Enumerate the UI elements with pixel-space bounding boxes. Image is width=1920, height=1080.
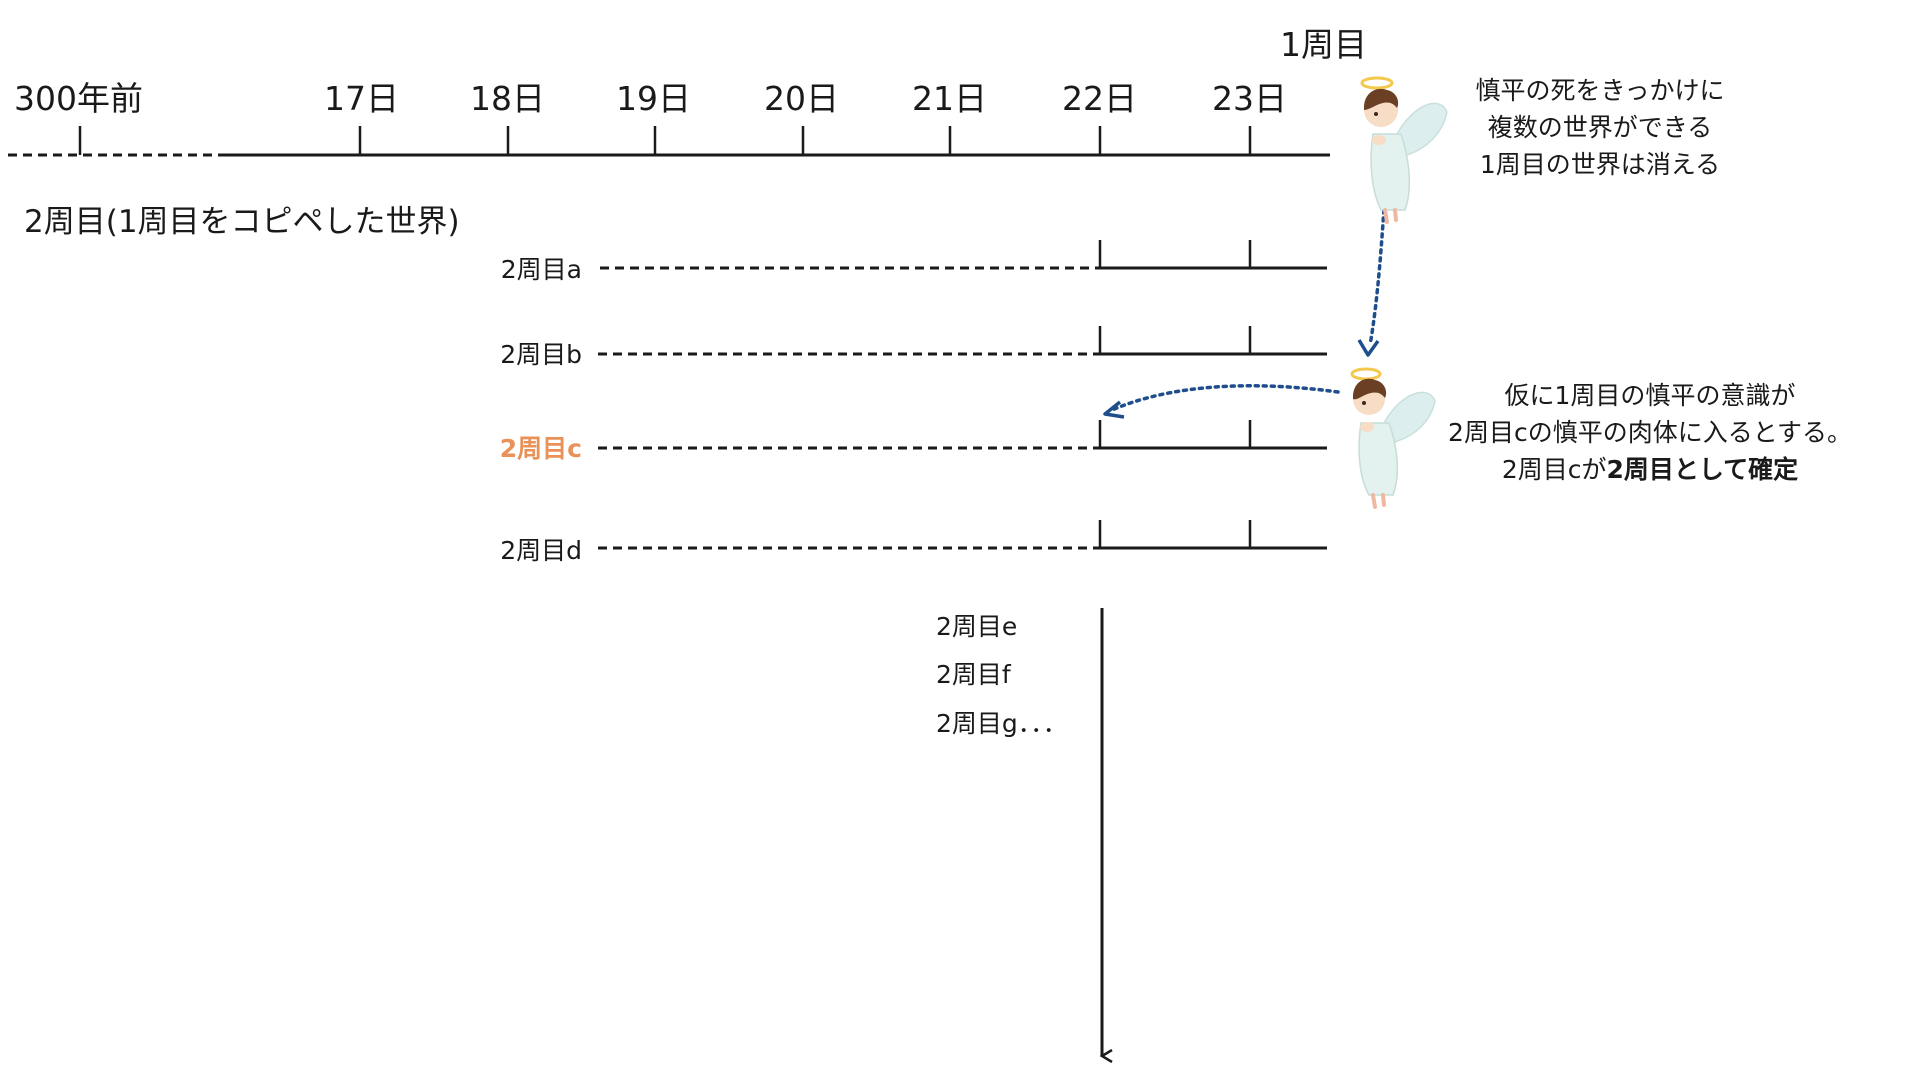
- note-bottom-line3: 2周目cが2周目として確定: [1420, 451, 1880, 488]
- timeline-label-17: 17日: [324, 79, 399, 118]
- note-bottom-line3-bold: 2周目として確定: [1606, 455, 1799, 484]
- note-top-line: 1周目の世界は消える: [1479, 150, 1721, 179]
- note-top-line: 慎平の死をきっかけに: [1475, 76, 1725, 105]
- timeline-label-20: 20日: [764, 79, 839, 118]
- main-timeline: [8, 126, 1330, 157]
- note-top: 慎平の死をきっかけに 複数の世界ができる 1周目の世界は消える: [1440, 72, 1760, 183]
- branch-label-b: 2周目b: [500, 340, 582, 369]
- lap1-label: 1周目: [1280, 25, 1367, 64]
- more-branch-e: 2周目e: [936, 612, 1018, 641]
- angel-icon: [1350, 367, 1436, 509]
- note-bottom-line1: 仮に1周目の慎平の意識が: [1504, 381, 1796, 410]
- timeline-label-18: 18日: [470, 79, 545, 118]
- timeline-label-300-years-ago: 300年前: [14, 79, 143, 118]
- note-bottom: 仮に1周目の慎平の意識が 2周目cの慎平の肉体に入るとする。 2周目cが2周目と…: [1420, 377, 1880, 488]
- branch-label-c: 2周目c: [499, 434, 582, 463]
- more-branch-g: 2周目g．．．: [936, 709, 1068, 738]
- branch-line-a: [600, 240, 1327, 270]
- branch-line-b: [598, 326, 1327, 356]
- note-bottom-line3-prefix: 2周目cが: [1501, 455, 1607, 484]
- angel-icon: [1360, 76, 1448, 224]
- timeline-label-23: 23日: [1212, 79, 1287, 118]
- dotted-arrow-down: [1357, 176, 1388, 357]
- more-branch-f: 2周目f: [936, 660, 1011, 689]
- lap2-heading: 2周目(1周目をコピペした世界): [24, 204, 460, 240]
- note-top-line: 複数の世界ができる: [1487, 113, 1713, 142]
- timeline-label-21: 21日: [912, 79, 987, 118]
- timeline-label-19: 19日: [616, 79, 691, 118]
- timeline-label-22: 22日: [1062, 79, 1137, 118]
- branch-line-d: [598, 520, 1327, 550]
- branch-line-c: [598, 420, 1327, 450]
- dotted-arrow-left: [1103, 384, 1340, 419]
- branch-label-d: 2周目d: [500, 536, 582, 565]
- branch-label-a: 2周目a: [500, 255, 582, 284]
- note-bottom-line2: 2周目cの慎平の肉体に入るとする。: [1448, 418, 1852, 447]
